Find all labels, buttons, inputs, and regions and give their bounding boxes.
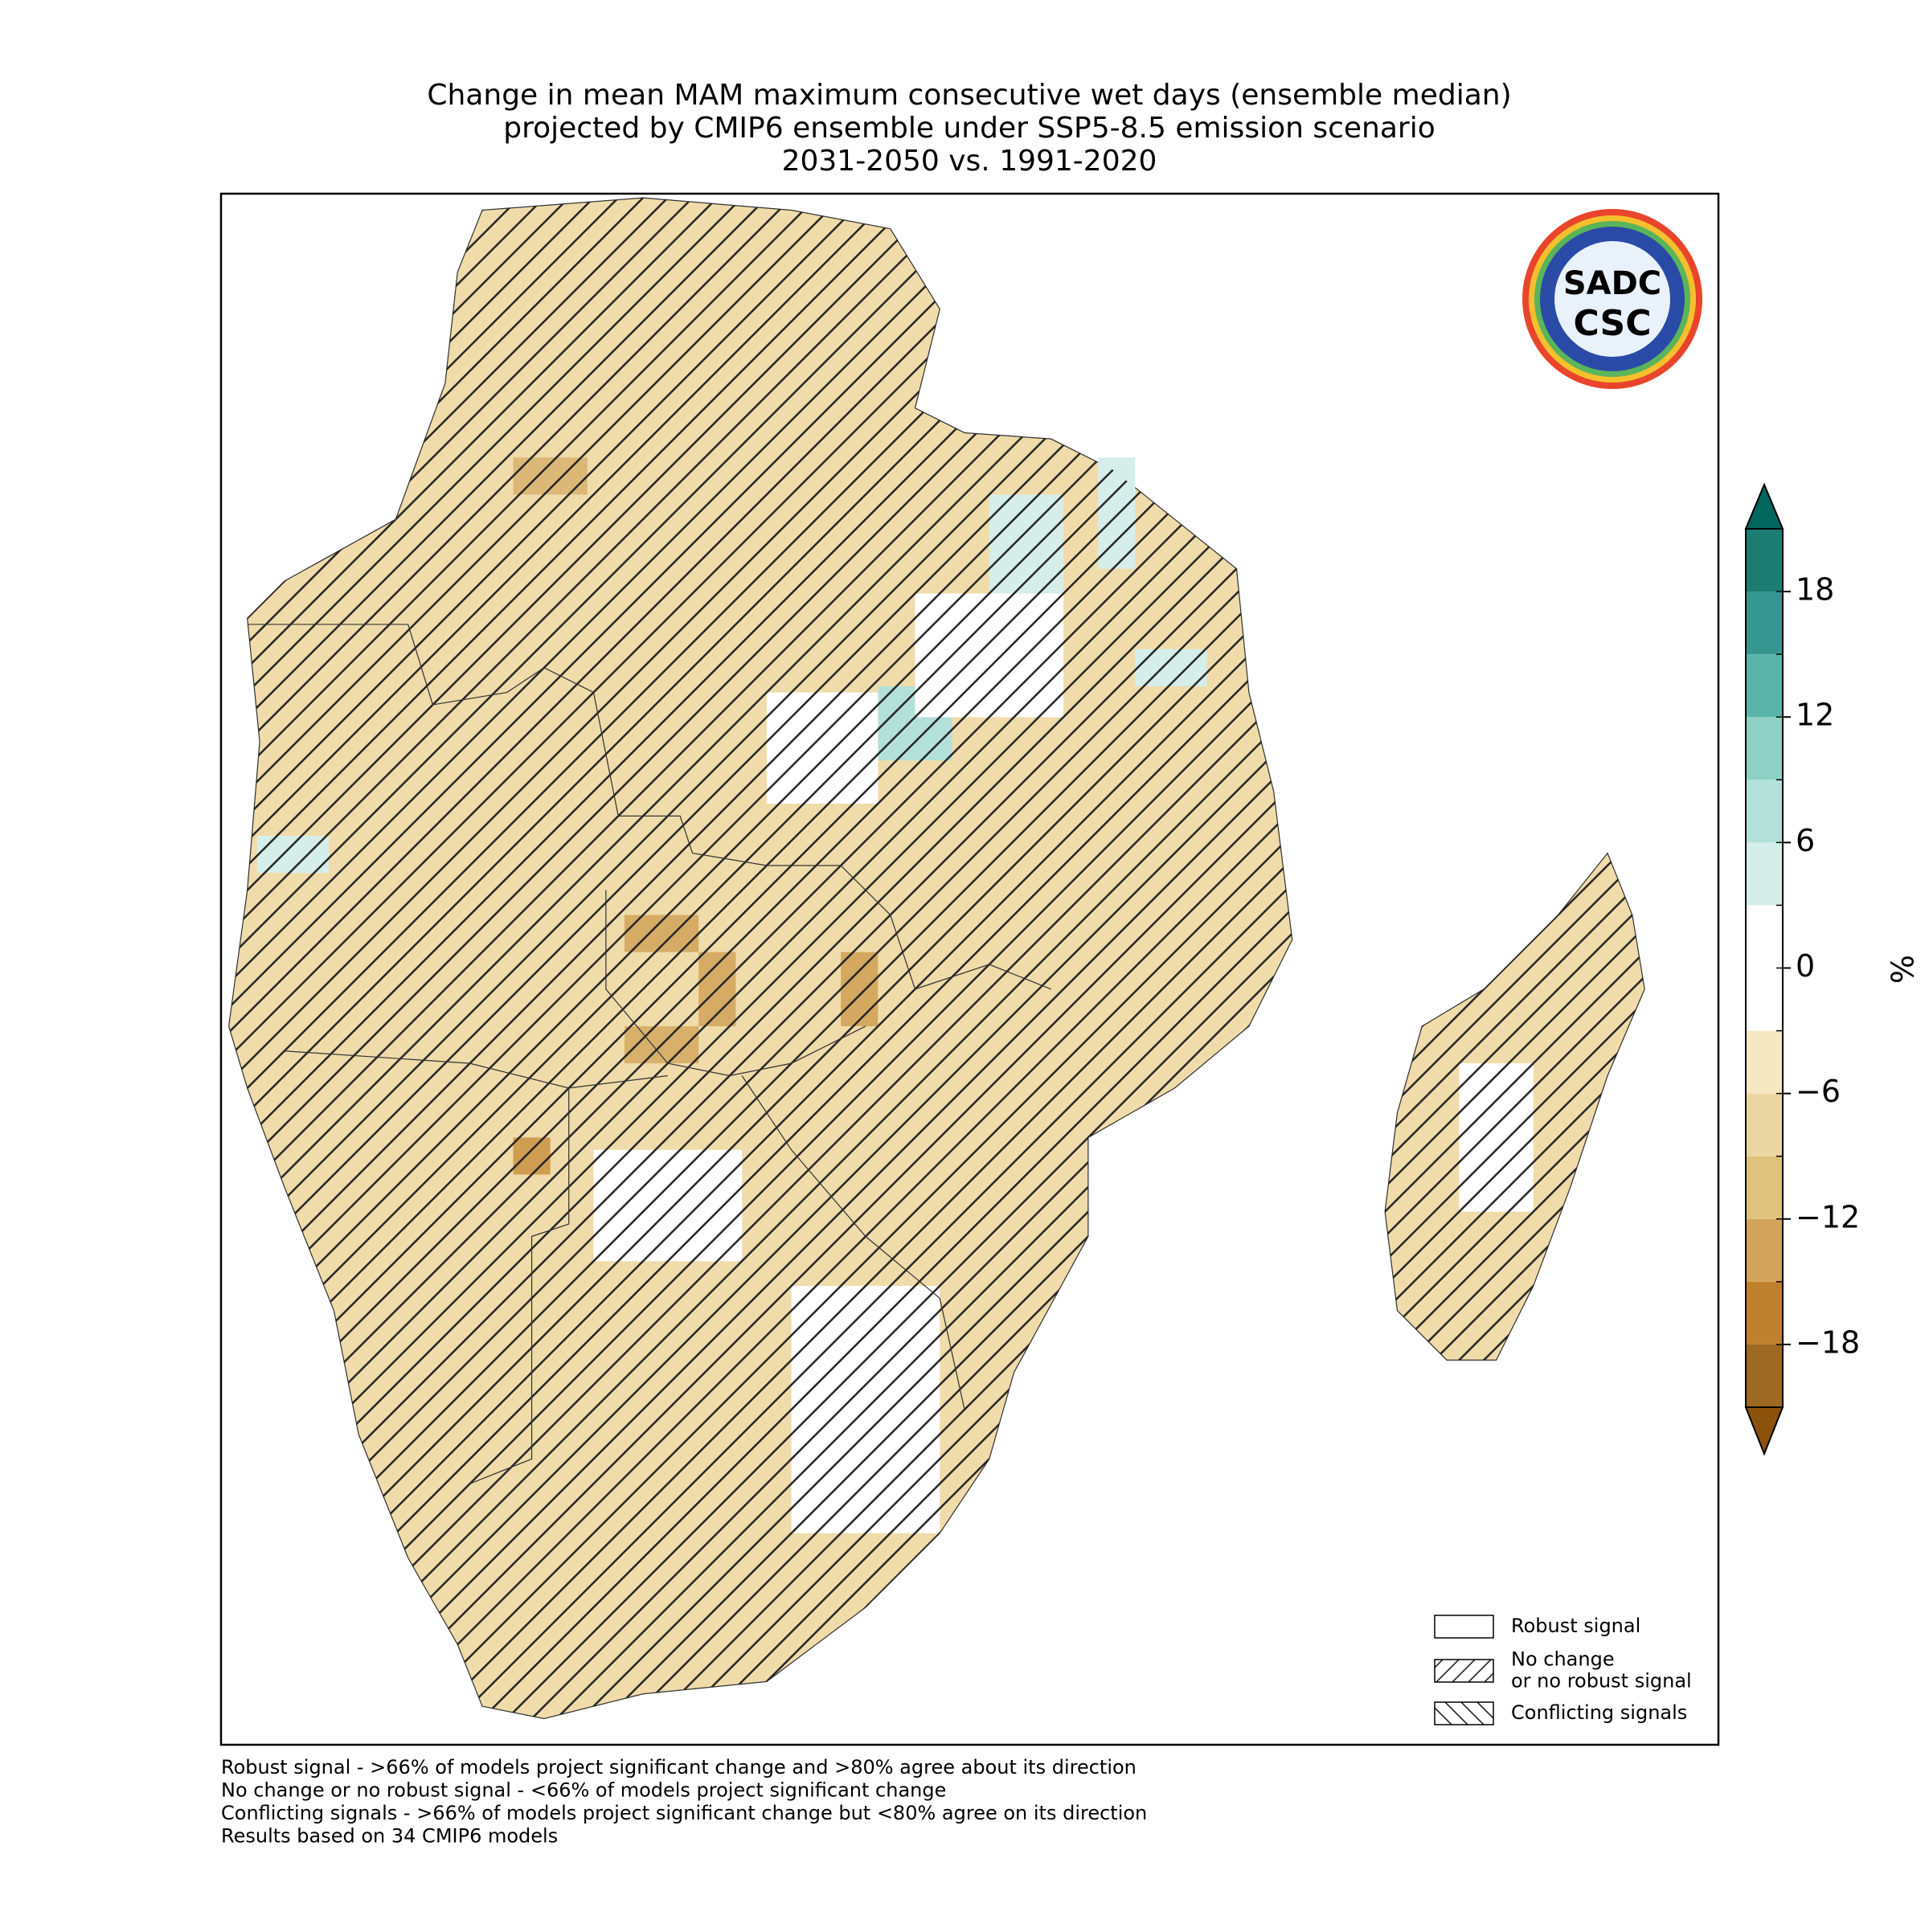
map bbox=[227, 197, 1645, 1720]
colorbar-bin bbox=[1746, 654, 1783, 718]
chart-title: Change in mean MAM maximum consecutive w… bbox=[427, 79, 1511, 112]
footnotes: Robust signal - >66% of models project s… bbox=[221, 1756, 1147, 1848]
legend-swatch bbox=[1434, 1615, 1494, 1639]
colorbar-bin bbox=[1746, 1281, 1783, 1345]
legend-label: or no robust signal bbox=[1511, 1670, 1692, 1693]
colorbar-tick-label: −12 bbox=[1796, 1199, 1860, 1234]
colorbar-bin bbox=[1746, 1093, 1783, 1156]
legend-label: Conflicting signals bbox=[1511, 1701, 1687, 1724]
colorbar-tick-label: 18 bbox=[1796, 572, 1834, 608]
colorbar-bin bbox=[1746, 1030, 1783, 1094]
colorbar-tick-label: −6 bbox=[1796, 1074, 1841, 1109]
legend-label: Robust signal bbox=[1511, 1615, 1640, 1637]
colorbar-bin bbox=[1746, 780, 1783, 843]
colorbar-bin bbox=[1746, 1218, 1783, 1282]
footnote: Results based on 34 CMIP6 models bbox=[221, 1825, 558, 1848]
colorbar-tick-label: 12 bbox=[1796, 698, 1834, 733]
colorbar-bin bbox=[1746, 591, 1783, 655]
colorbar-tick-label: 0 bbox=[1796, 948, 1815, 984]
legend-swatch bbox=[1434, 1659, 1494, 1683]
hatch-overlay bbox=[228, 198, 1292, 1719]
colorbar-bin bbox=[1746, 1156, 1783, 1219]
colorbar-tick-label: 6 bbox=[1796, 823, 1815, 858]
legend-swatch bbox=[1434, 1701, 1494, 1725]
footnote: Robust signal - >66% of models project s… bbox=[221, 1756, 1137, 1779]
chart-title: projected by CMIP6 ensemble under SSP5-8… bbox=[503, 112, 1435, 145]
colorbar-bin bbox=[1746, 905, 1783, 968]
colorbar-bin bbox=[1746, 1344, 1783, 1407]
colorbar-extend-high bbox=[1744, 482, 1784, 530]
colorbar-bin bbox=[1746, 842, 1783, 906]
title-block: Change in mean MAM maximum consecutive w… bbox=[427, 79, 1511, 178]
colorbar-bin bbox=[1746, 529, 1783, 592]
hatch-overlay bbox=[1385, 853, 1645, 1361]
colorbar: −18 −12 −6 0 6 12 18% bbox=[1744, 482, 1921, 1456]
logo-text: SADC bbox=[1563, 265, 1661, 302]
colorbar-label: % bbox=[1886, 955, 1921, 984]
colorbar-bin bbox=[1746, 968, 1783, 1031]
colorbar-bin bbox=[1746, 717, 1783, 780]
colorbar-tick-label: −18 bbox=[1796, 1324, 1860, 1360]
chart-title: 2031-2050 vs. 1991-2020 bbox=[782, 145, 1157, 178]
legend-label: No change bbox=[1511, 1648, 1615, 1671]
borders bbox=[247, 624, 1051, 1484]
footnote: No change or no robust signal - <66% of … bbox=[221, 1779, 946, 1802]
footnote: Conflicting signals - >66% of models pro… bbox=[221, 1802, 1147, 1824]
colorbar-extend-low bbox=[1744, 1406, 1784, 1456]
logo-text: CSC bbox=[1573, 303, 1651, 344]
